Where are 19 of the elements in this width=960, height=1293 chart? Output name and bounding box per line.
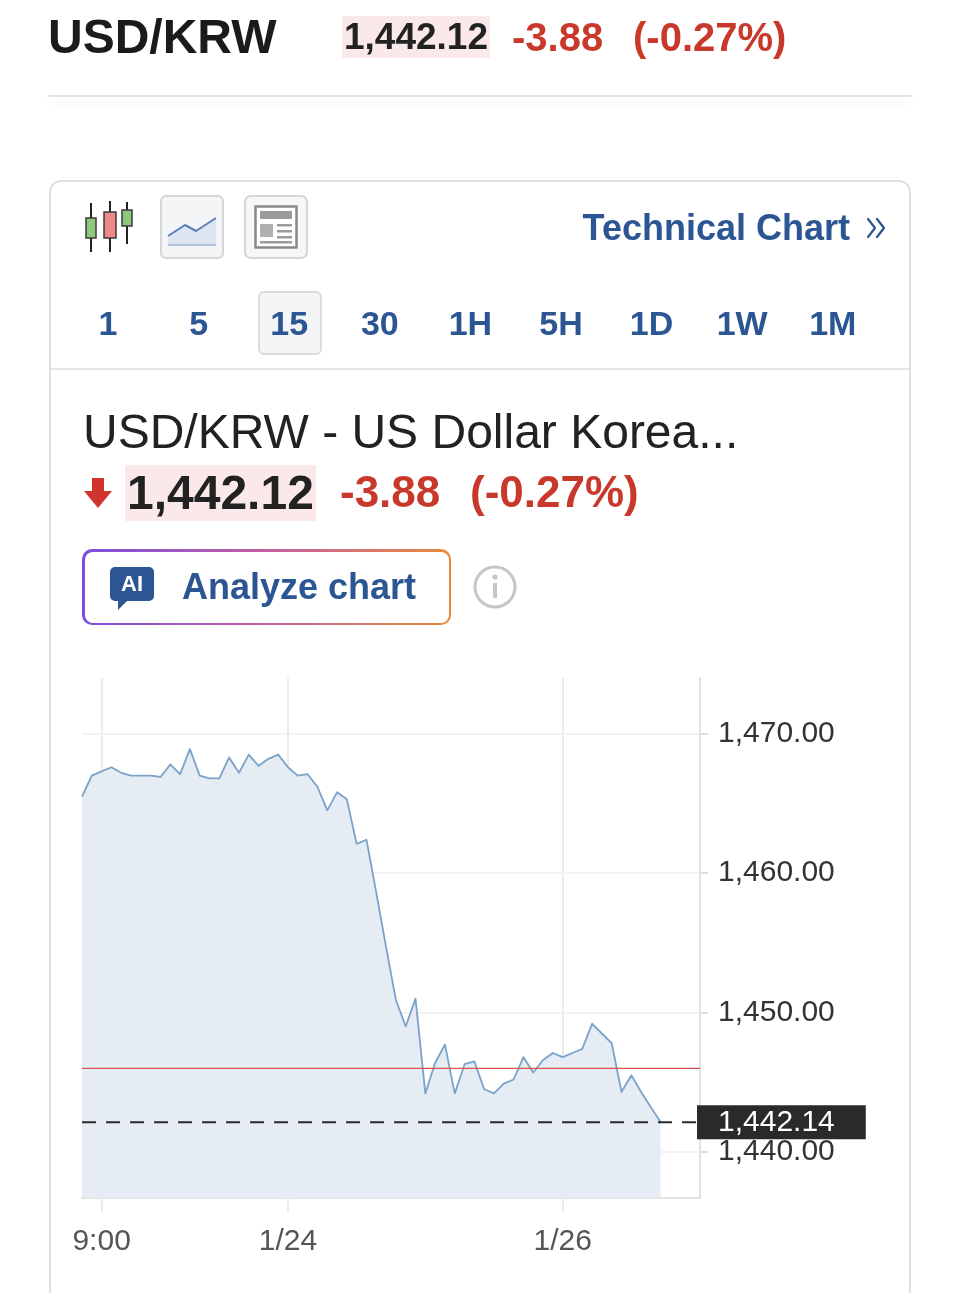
text: -3.88 [512,14,604,60]
chart-title: USD/KRW - US Dollar Korea... [83,404,739,460]
x-tick-label: 1/26 [533,1223,592,1257]
text: 1,442.12 [125,465,316,521]
text: 1,442.12 [342,15,491,59]
text: -3.88 [340,466,441,518]
text: (-0.27%) [633,14,787,60]
text: (-0.27%) [470,466,639,518]
y-tick-label: 1,460.00 [718,854,835,888]
text: USD/KRW [48,9,277,65]
x-tick-label: 1/24 [258,1223,318,1257]
text: 1 5 15 30 1H 5H 1D 1W 1M [98,304,857,343]
y-tick-label: 1,450.00 [718,993,835,1027]
ref-line-label: 1,442.14 [718,1104,835,1138]
text: Analyze chart [182,566,417,608]
text: AI [121,571,143,597]
x-tick-label: 9:00 [72,1223,131,1257]
text: Technical Chart [582,207,850,249]
y-tick-label: 1,470.00 [718,715,835,749]
